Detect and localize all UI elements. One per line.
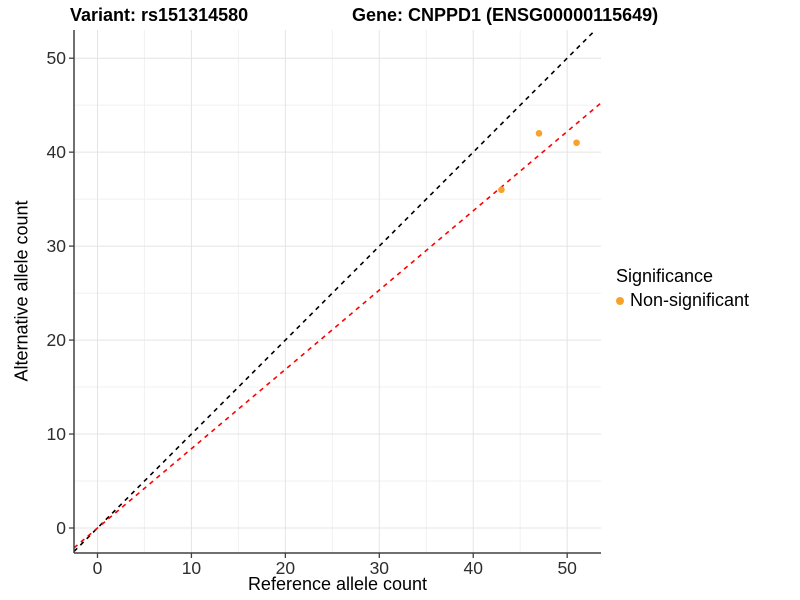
legend: Significance Non-significant xyxy=(616,266,749,311)
x-tick-label: 30 xyxy=(370,558,390,578)
y-tick-label: 30 xyxy=(47,236,67,256)
legend-key-dot-icon xyxy=(616,296,624,305)
expected-ratio-line xyxy=(74,102,601,549)
data-point xyxy=(498,186,505,194)
ref-lines-group xyxy=(74,30,601,553)
gene-title: Gene: CNPPD1 (ENSG00000115649) xyxy=(352,5,659,25)
y-axis-title: Alternative allele count xyxy=(11,200,32,382)
x-tick-label: 0 xyxy=(93,558,103,578)
y-tick-label: 0 xyxy=(56,518,66,538)
variant-title: Variant: rs151314580 xyxy=(70,5,249,25)
x-tick-label: 50 xyxy=(557,558,577,578)
data-point xyxy=(535,130,543,137)
x-tick-label: 20 xyxy=(276,558,296,578)
identity-line xyxy=(74,30,597,553)
x-axis-title: Reference allele count xyxy=(247,574,428,594)
legend-title: Significance xyxy=(616,266,714,286)
x-tick-label: 40 xyxy=(464,558,484,578)
y-tick-label: 20 xyxy=(47,330,67,350)
y-tick-label: 10 xyxy=(47,424,67,444)
legend-item-non-significant: Non-significant xyxy=(616,290,749,311)
data-point xyxy=(573,139,580,147)
y-tick-label: 40 xyxy=(47,142,67,162)
x-tick-label: 10 xyxy=(182,558,202,578)
y-tick-label: 50 xyxy=(47,48,67,68)
legend-item-label: Non-significant xyxy=(630,290,750,310)
